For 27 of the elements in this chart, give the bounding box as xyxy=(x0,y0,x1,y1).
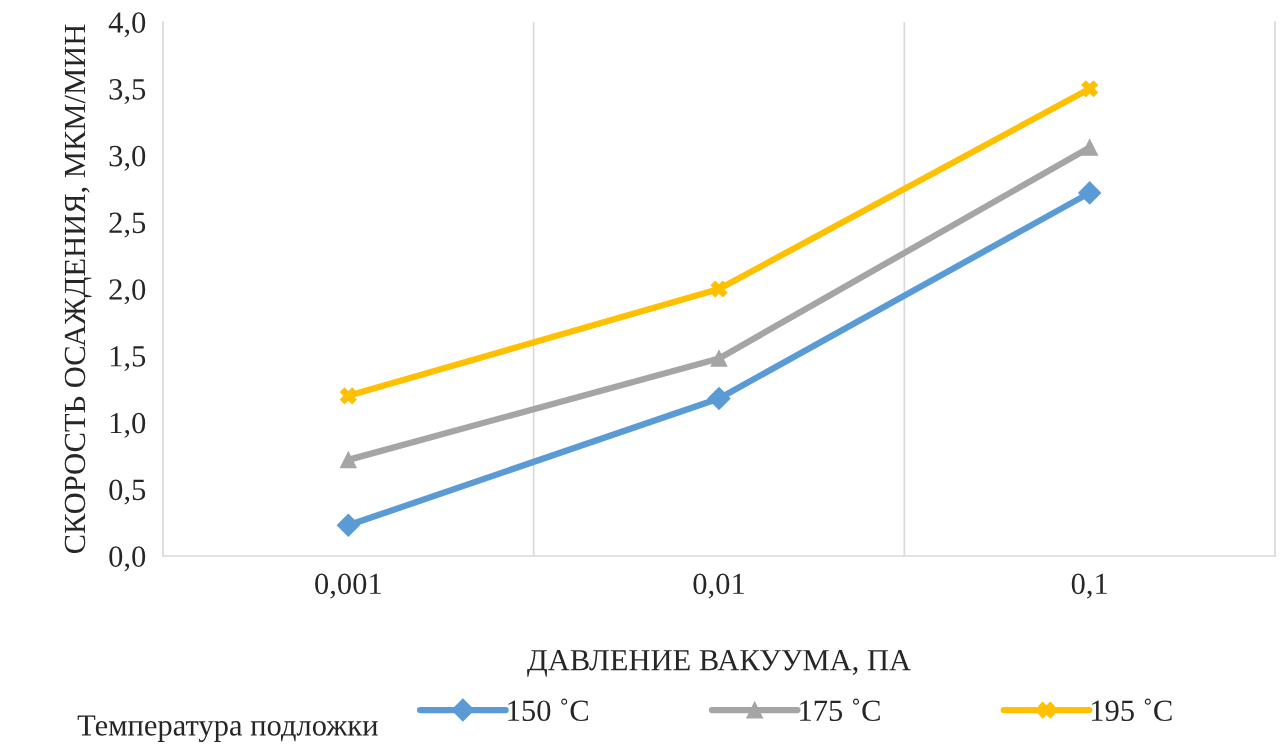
y-tick-label: 0,5 xyxy=(109,479,146,505)
point xyxy=(707,386,731,410)
x-tick-label: 0,001 xyxy=(315,573,381,599)
point xyxy=(336,513,360,537)
point xyxy=(1078,181,1102,205)
y-tick-label: 2,5 xyxy=(109,212,146,238)
x-tick-label: 0,01 xyxy=(693,573,744,599)
x-tick-label: 0,1 xyxy=(1071,573,1107,599)
point xyxy=(1081,80,1099,98)
x-axis-title: ДАВЛЕНИЕ ВАКУУМА, ПА xyxy=(527,650,911,677)
y-tick-label: 4,0 xyxy=(108,12,146,38)
legend-label: 150 ˚C xyxy=(508,698,588,722)
y-tick-label: 0,0 xyxy=(109,546,146,572)
y-tick-label: 1,0 xyxy=(110,412,146,438)
y-tick-label: 2,0 xyxy=(109,279,146,305)
y-tick-label: 3,0 xyxy=(109,145,146,171)
point xyxy=(339,451,357,469)
point xyxy=(710,280,728,298)
y-axis-title: СКОРОСТЬ ОСАЖДЕНИЯ, МКМ/МИН xyxy=(64,24,92,554)
y-tick-label: 3,5 xyxy=(109,79,146,105)
point xyxy=(1081,139,1099,156)
point xyxy=(339,387,357,405)
legend-title: Температура подложки xyxy=(77,715,378,742)
point xyxy=(710,350,728,367)
legend-label: 195 ˚C xyxy=(1091,698,1172,722)
y-tick-label: 1,5 xyxy=(110,346,146,372)
legend-label: 175 ˚C xyxy=(800,698,880,722)
